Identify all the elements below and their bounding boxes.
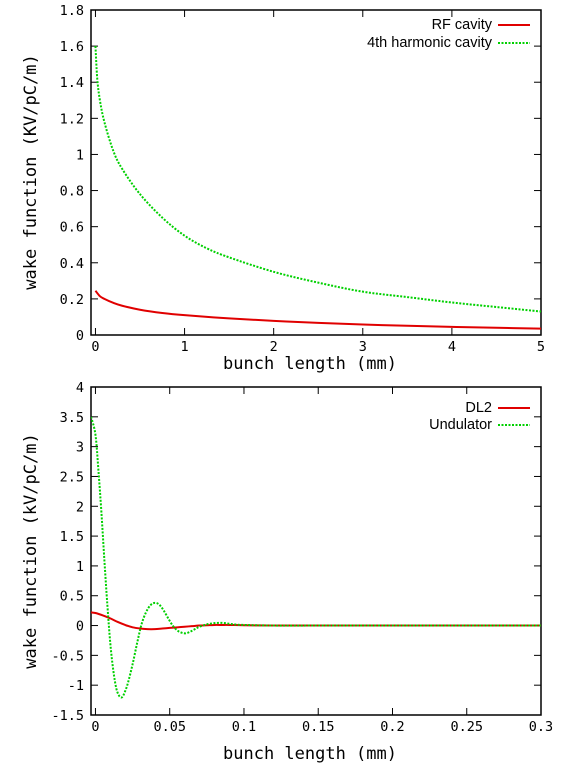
plot-top-ytick-label: 0.2: [60, 292, 84, 308]
series-top-rf-cavity: [94, 290, 541, 330]
plot-top-xtick-label: 2: [270, 339, 278, 355]
legend-top-4th-harmonic-label: 4th harmonic cavity: [367, 35, 493, 51]
legend-bottom-dl2-label: DL2: [465, 400, 492, 416]
plot-bottom-ytick-label: 2.5: [60, 469, 84, 485]
plot-top-xtick-label: 3: [359, 339, 367, 355]
series-bottom-undulator: [91, 416, 541, 699]
plot-bottom-xlabel: bunch length (mm): [223, 744, 397, 764]
plot-top-xtick-label: 1: [180, 339, 188, 355]
plot-top-ytick-label: 1.8: [60, 3, 84, 19]
plot-bottom: -1.5 -1 -0.5 0 0.5 1 1.5 2 2.5 3 3.5 4 0 0.05 0.1 0.15 0…: [21, 380, 553, 764]
plot-top-xlabel: bunch length (mm): [223, 354, 397, 374]
plot-bottom-ytick-label: -1.5: [51, 708, 84, 724]
plot-top-xtick-label: 5: [537, 339, 545, 355]
legend-top-rf-cavity-label: RF cavity: [432, 17, 493, 33]
plot-bottom-ticks: -1.5 -1 -0.5 0 0.5 1 1.5 2 2.5 3 3.5 4 0 0.05 0.1 0.15 0…: [51, 380, 553, 735]
plot-top-ytick-label: 1.4: [60, 75, 84, 91]
plot-bottom-ytick-label: 1.5: [60, 529, 84, 545]
plot-bottom-ytick-label: 0: [76, 619, 84, 635]
plot-bottom-ytick-label: -0.5: [51, 648, 84, 664]
plot-top-ticks: 0 0.2 0.4 0.6 0.8 1 1.2 1.4 1.6 1.8 0 1 2 3 4 5: [60, 3, 545, 355]
plot-top-ytick-label: 1.2: [60, 111, 84, 127]
plot-top-ytick-label: 0.8: [60, 184, 84, 200]
plot-top-ylabel: wake function (KV/pC/m): [21, 54, 41, 289]
plot-top-frame: [90, 9, 542, 336]
plot-top-ytick-label: 0.4: [60, 256, 84, 272]
plot-bottom-xtick-label: 0.3: [529, 719, 553, 735]
plot-top-ytick-label: 1: [76, 147, 84, 163]
plot-top: 0 0.2 0.4 0.6 0.8 1 1.2 1.4 1.6 1.8 0 1 2 3 4 5 bunch l…: [21, 3, 545, 374]
plot-top-legend: RF cavity 4th harmonic cavity: [367, 17, 530, 51]
plot-bottom-ytick-label: 3.5: [60, 410, 84, 426]
plot-bottom-ylabel: wake function (kV/pC/m): [21, 433, 41, 668]
plot-bottom-ytick-label: 3: [76, 440, 84, 456]
plot-bottom-xtick-label: 0.05: [153, 719, 186, 735]
plot-bottom-ytick-label: 0.5: [60, 589, 84, 605]
plot-top-xtick-label: 0: [91, 339, 99, 355]
plot-top-ytick-label: 0.6: [60, 220, 84, 236]
plot-bottom-ytick-label: 4: [76, 380, 84, 396]
plot-bottom-ytick-label: 2: [76, 499, 84, 515]
plot-bottom-xtick-label: 0.2: [380, 719, 404, 735]
plot-bottom-frame: [90, 386, 542, 716]
plot-bottom-ytick-label: -1: [68, 678, 84, 694]
plot-top-ytick-label: 1.6: [60, 39, 84, 55]
plot-bottom-legend: DL2 Undulator: [429, 400, 530, 433]
plot-bottom-xtick-label: 0.25: [450, 719, 483, 735]
plot-bottom-series: [91, 416, 541, 699]
series-bottom-dl2: [91, 611, 541, 631]
plot-bottom-xtick-label: 0.1: [232, 719, 256, 735]
plot-bottom-ytick-label: 1: [76, 559, 84, 575]
plot-top-ytick-label: 0: [76, 328, 84, 344]
plot-bottom-xtick-label: 0.15: [302, 719, 335, 735]
series-top-4th-harmonic-cavity: [94, 46, 541, 313]
plot-top-xtick-label: 4: [448, 339, 456, 355]
plot-top-series: [94, 46, 541, 330]
plot-bottom-xtick-label: 0: [91, 719, 99, 735]
legend-bottom-undulator-label: Undulator: [429, 417, 492, 433]
